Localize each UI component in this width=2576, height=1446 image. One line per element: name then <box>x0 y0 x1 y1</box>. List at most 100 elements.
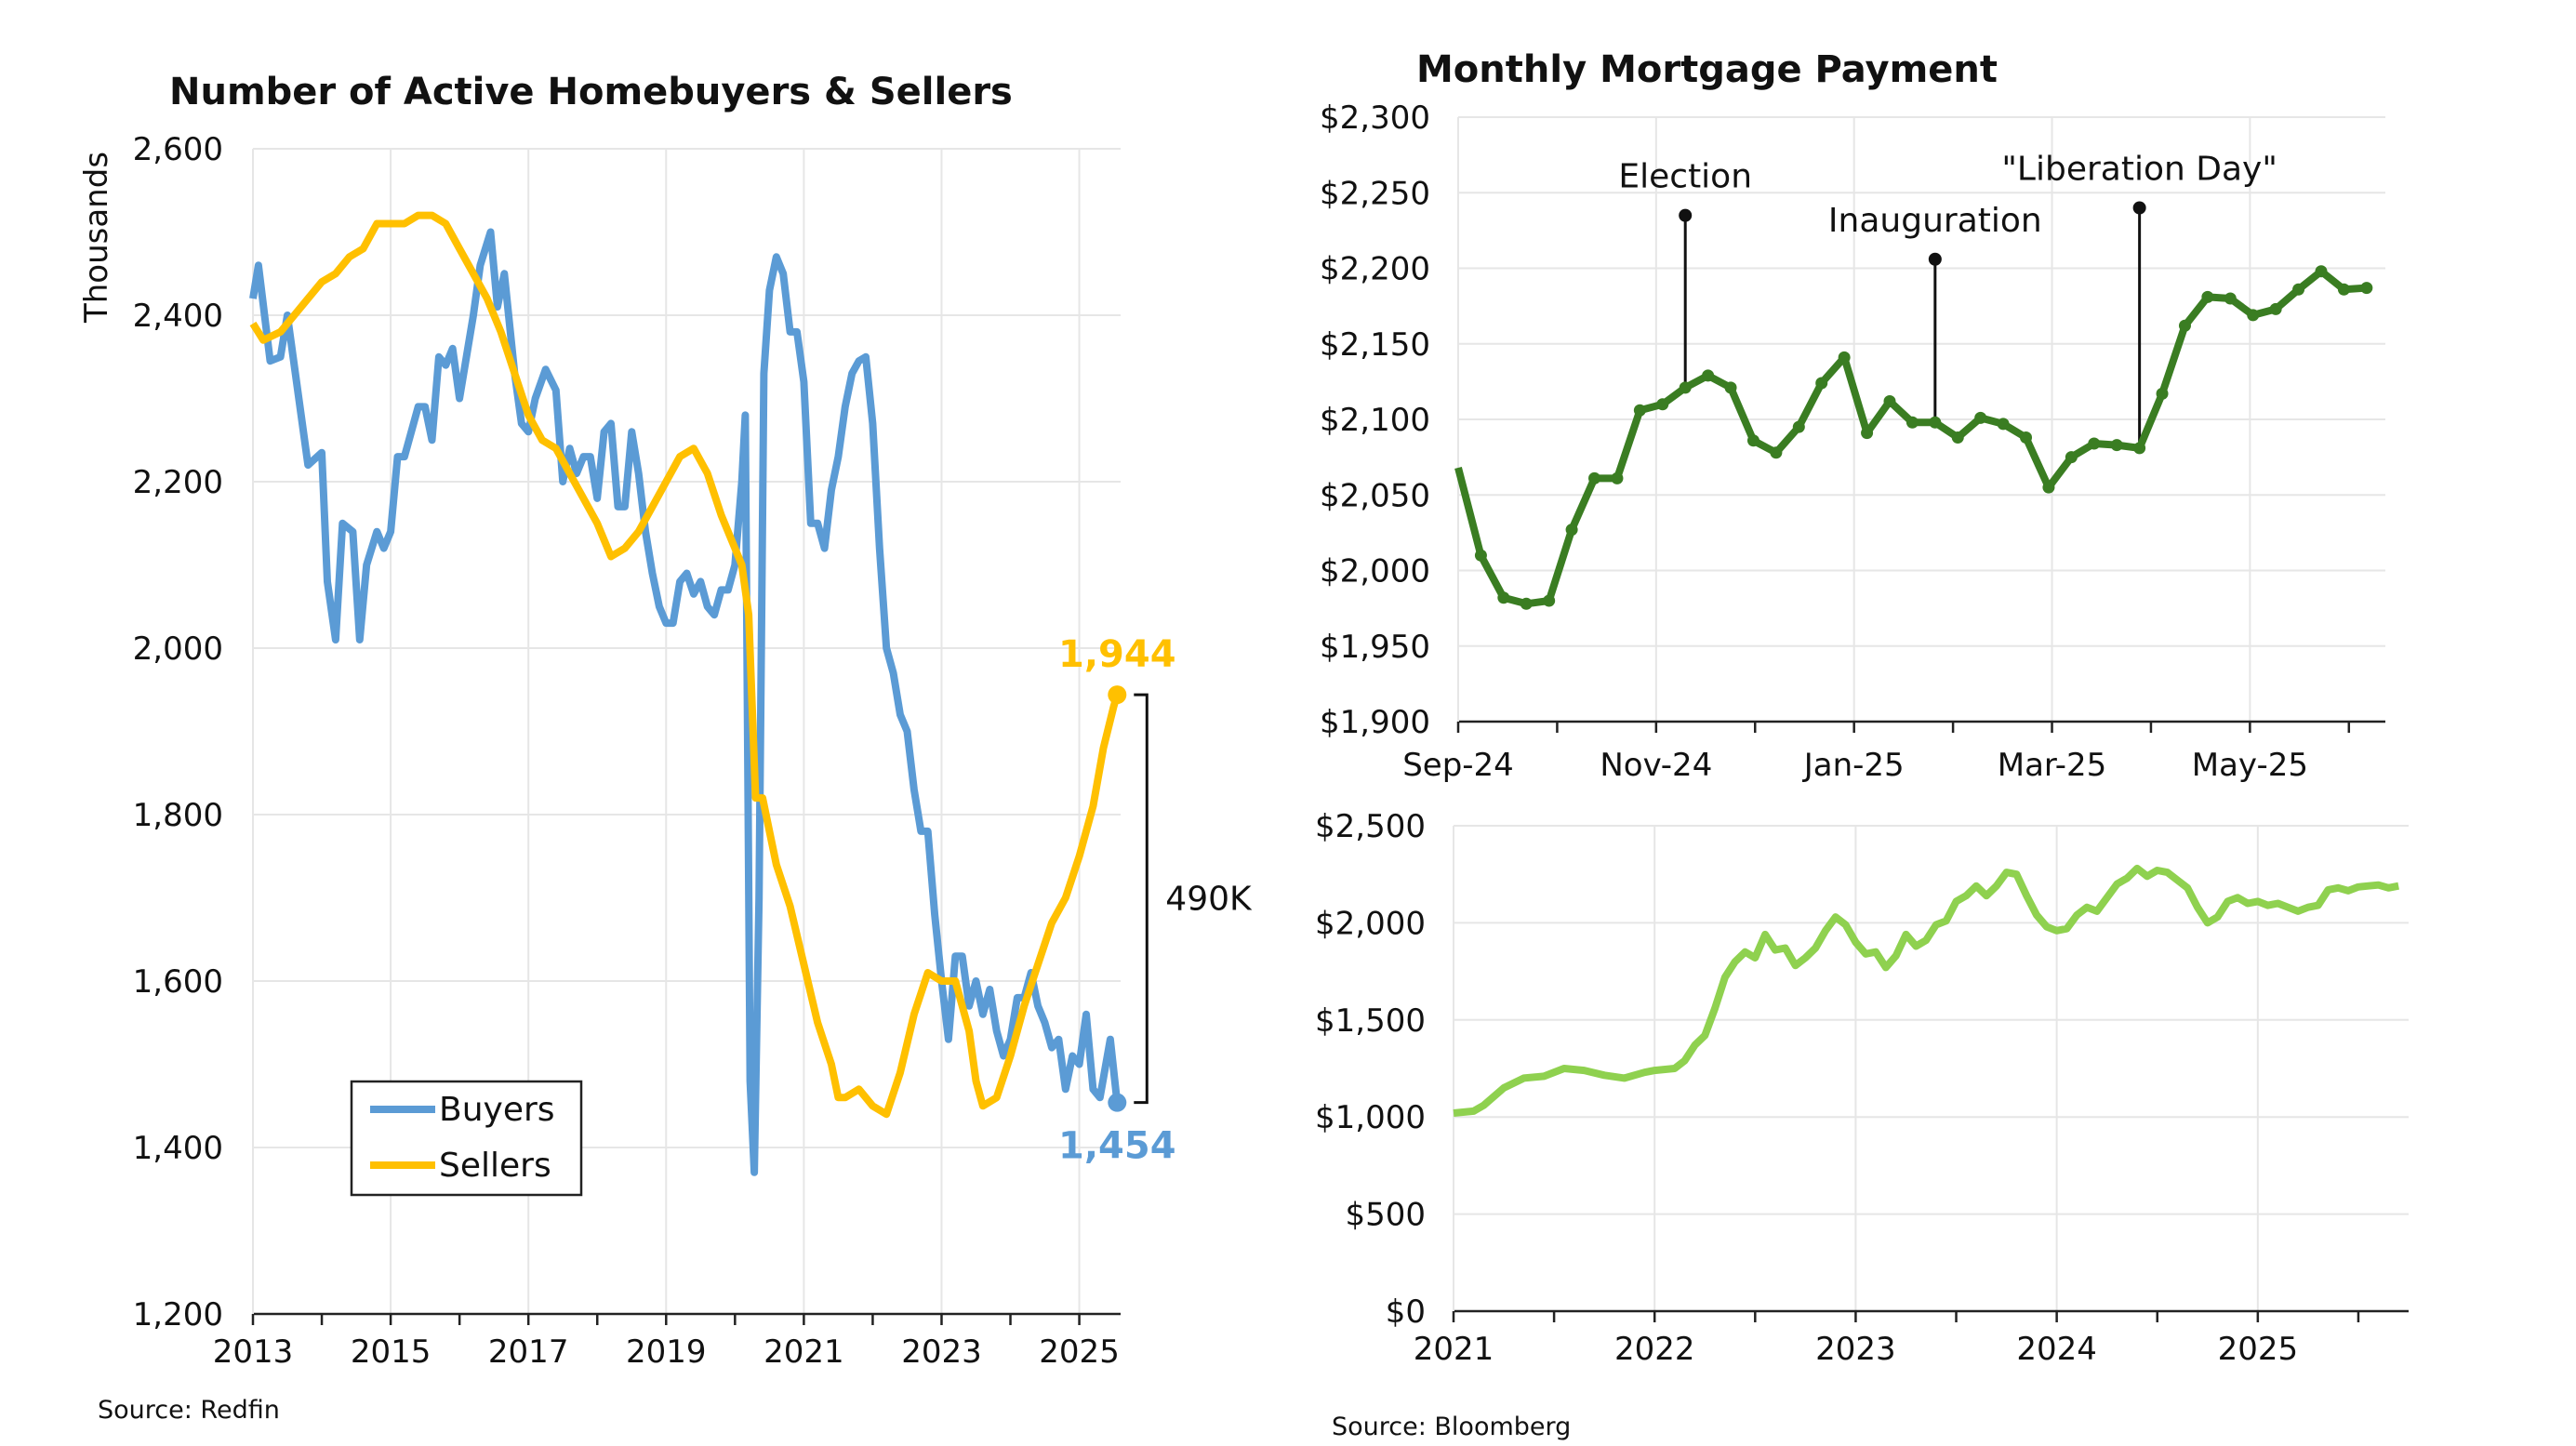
data-point <box>1792 420 1805 433</box>
data-point <box>1702 369 1715 382</box>
y-tick-label: $0 <box>1386 1293 1426 1331</box>
annotation-dot <box>2132 201 2146 215</box>
gridlines <box>1453 825 2409 1312</box>
x-tick-labels: 2013 2015 2017 2019 2021 2023 2025 <box>213 1333 1120 1371</box>
source-note: Source: Redfin <box>98 1396 280 1425</box>
data-point <box>1951 431 1964 444</box>
x-tick-labels: 2021 2022 2023 2024 2025 <box>1414 1331 2298 1368</box>
series-line <box>1454 265 2373 610</box>
y-tick-label: $1,950 <box>1320 629 1430 666</box>
x-tick-label: 2019 <box>626 1333 707 1371</box>
gap-bracket-line <box>1134 693 1149 1105</box>
data-point <box>1588 471 1601 484</box>
y-tick-labels: 1,200 1,400 1,600 1,800 2,000 2,200 2,400 2,600 <box>133 131 223 1333</box>
annotation-dot <box>1928 252 1942 266</box>
series-line-sellers <box>249 211 1122 1119</box>
y-tick-label: 2,400 <box>133 298 223 335</box>
data-point <box>1929 416 1942 429</box>
y-tick-label: $2,300 <box>1320 99 1430 137</box>
data-point <box>1974 411 1987 424</box>
mortgage-recent-chart: Monthly Mortgage Payment $1,900 $1,950 $2,… <box>1320 48 2385 784</box>
x-tick-label: 2025 <box>1039 1333 1120 1371</box>
y-tick-label: $2,250 <box>1320 175 1430 212</box>
data-point <box>2156 387 2169 400</box>
annotation-label: Election <box>1618 158 1752 196</box>
x-tick-label: Mar-25 <box>1998 747 2107 784</box>
y-tick-label: 1,200 <box>133 1296 223 1333</box>
data-point <box>2133 442 2146 455</box>
data-point <box>1746 434 1759 447</box>
endpoint-marker-sellers <box>1108 685 1127 705</box>
data-point <box>1770 446 1783 459</box>
x-tick-label: 2017 <box>488 1333 569 1371</box>
data-point <box>1861 427 1874 440</box>
source-note: Source: Bloomberg <box>1332 1413 1571 1441</box>
x-tick-label: 2024 <box>2016 1331 2097 1368</box>
chart-title: Number of Active Homebuyers & Sellers <box>169 71 1013 113</box>
data-point <box>1520 597 1533 610</box>
y-tick-label: $2,000 <box>1315 905 1426 942</box>
x-tick-label: 2023 <box>1815 1331 1896 1368</box>
x-tick-label: 2021 <box>1414 1331 1494 1368</box>
y-tick-label: 1,600 <box>133 963 223 1001</box>
y-tick-label: 2,200 <box>133 464 223 501</box>
y-tick-label: 1,400 <box>133 1130 223 1167</box>
x-tick-label: May-25 <box>2192 747 2308 784</box>
data-point <box>1656 398 1669 411</box>
event-annotations: Election Inauguration "Liberation Day" <box>1618 151 2277 443</box>
data-point <box>2201 290 2214 303</box>
data-point <box>1883 395 1896 407</box>
y-tick-labels: $0 $500 $1,000 $1,500 $2,000 $2,500 <box>1315 808 1426 1331</box>
y-tick-label: $2,150 <box>1320 326 1430 364</box>
x-tick-label: 2025 <box>2218 1331 2299 1368</box>
y-tick-label: $1,500 <box>1315 1002 1426 1040</box>
y-tick-label: $500 <box>1345 1197 1426 1234</box>
legend-box <box>350 1080 583 1197</box>
x-axis <box>1456 117 2385 733</box>
data-point <box>1905 416 1919 429</box>
data-point <box>2020 431 2033 444</box>
annotation-label: "Liberation Day" <box>2001 151 2277 189</box>
annotation-dot <box>1679 208 1693 222</box>
x-tick-label: 2021 <box>764 1333 844 1371</box>
y-tick-label: $2,200 <box>1320 251 1430 288</box>
endpoint-marker-buyers <box>1108 1093 1127 1112</box>
x-tick-labels: Sep-24 Nov-24 Jan-25 Mar-25 May-25 <box>1402 747 2308 784</box>
data-point <box>1543 594 1556 607</box>
data-point <box>2110 439 2123 452</box>
data-point <box>1565 524 1578 537</box>
x-tick-label: Jan-25 <box>1802 747 1905 784</box>
x-axis <box>1452 826 2409 1322</box>
data-point <box>2337 283 2350 296</box>
y-tick-labels: $1,900 $1,950 $2,000 $2,050 $2,100 $2,150 $2,2… <box>1320 99 1430 741</box>
data-point <box>1679 381 1692 394</box>
y-tick-label: $2,050 <box>1320 477 1430 514</box>
data-point <box>2360 282 2373 295</box>
legend-label-sellers: Sellers <box>439 1147 551 1185</box>
data-point <box>1838 351 1851 364</box>
chart-title: Monthly Mortgage Payment <box>1416 48 1998 91</box>
data-point <box>1611 471 1624 484</box>
y-tick-label: 1,800 <box>133 797 223 834</box>
data-point <box>1474 549 1487 562</box>
gap-bracket: 490K <box>1134 693 1253 1105</box>
data-point <box>2042 481 2055 494</box>
mortgage-history-line <box>1453 864 2399 1117</box>
sellers-end-label: 1,944 <box>1058 633 1176 676</box>
y-tick-label: $1,000 <box>1315 1099 1426 1136</box>
x-tick-label: 2015 <box>351 1333 432 1371</box>
data-point <box>2065 451 2078 464</box>
y-tick-label: $2,100 <box>1320 402 1430 439</box>
data-point <box>1815 377 1828 390</box>
y-tick-label: 2,000 <box>133 630 223 668</box>
legend: Buyers Sellers <box>350 1080 583 1197</box>
mortgage-history-chart: $0$500$1,000$1,500$2,000$2,500 2021 2022 2… <box>1315 808 2409 1441</box>
mortgage-payment-line <box>1454 267 2368 608</box>
y-tick-label: 2,600 <box>133 131 223 168</box>
y-tick-label: $1,900 <box>1320 704 1430 741</box>
x-axis <box>251 149 1121 1325</box>
x-tick-label: Sep-24 <box>1402 747 1514 784</box>
x-tick-label: Nov-24 <box>1600 747 1712 784</box>
data-point <box>2292 283 2305 296</box>
